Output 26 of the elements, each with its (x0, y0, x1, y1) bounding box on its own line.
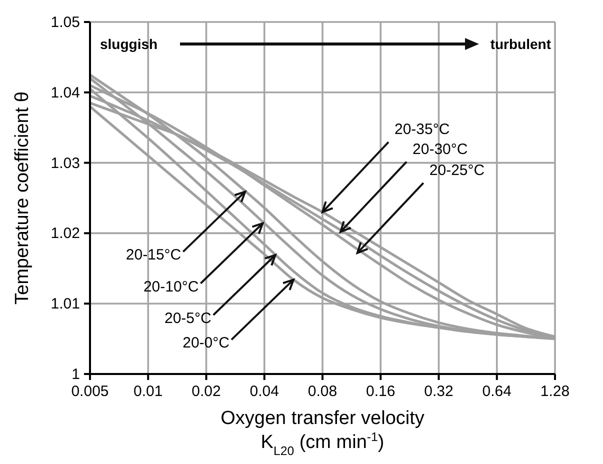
x-tick-label: 0.32 (424, 383, 454, 400)
x-axis-title: Oxygen transfer velocity K$_{L20}$ (cm min$^{-1}$) (220, 408, 425, 458)
x-tick-label: 1.28 (540, 383, 570, 400)
y-tick-label: 1.03 (50, 154, 80, 172)
annotation: turbulent (490, 36, 552, 52)
y-axis-title: Temperature coefficient θ (12, 92, 33, 304)
y-tick-label: 1.05 (50, 14, 80, 31)
y-tick-label: 1.02 (50, 225, 80, 242)
x-tick-label: 0.005 (71, 383, 109, 400)
annotation: 20-30°C (412, 140, 468, 158)
y-tick-label: 1.04 (50, 84, 80, 102)
annotation: 20-25°C (429, 162, 485, 179)
x-tick-label: 0.04 (250, 383, 279, 400)
x-tick-label: 0.08 (308, 383, 338, 400)
annotation: sluggish (100, 36, 158, 52)
x-tick-label: 0.64 (482, 383, 512, 400)
x-tick-label: 0.02 (192, 383, 221, 400)
x-tick-label: 0.16 (366, 383, 396, 400)
annotation: 20-35°C (394, 121, 450, 138)
annotation: 20-5°C (164, 310, 212, 328)
annotation: 20-0°C (182, 334, 230, 352)
x-tick-label: 0.01 (134, 383, 163, 400)
y-tick-label: 1 (72, 366, 80, 383)
annotation: 20-10°C (143, 278, 199, 296)
annotation: 20-15°C (126, 246, 182, 264)
y-tick-label: 1.01 (50, 296, 80, 313)
